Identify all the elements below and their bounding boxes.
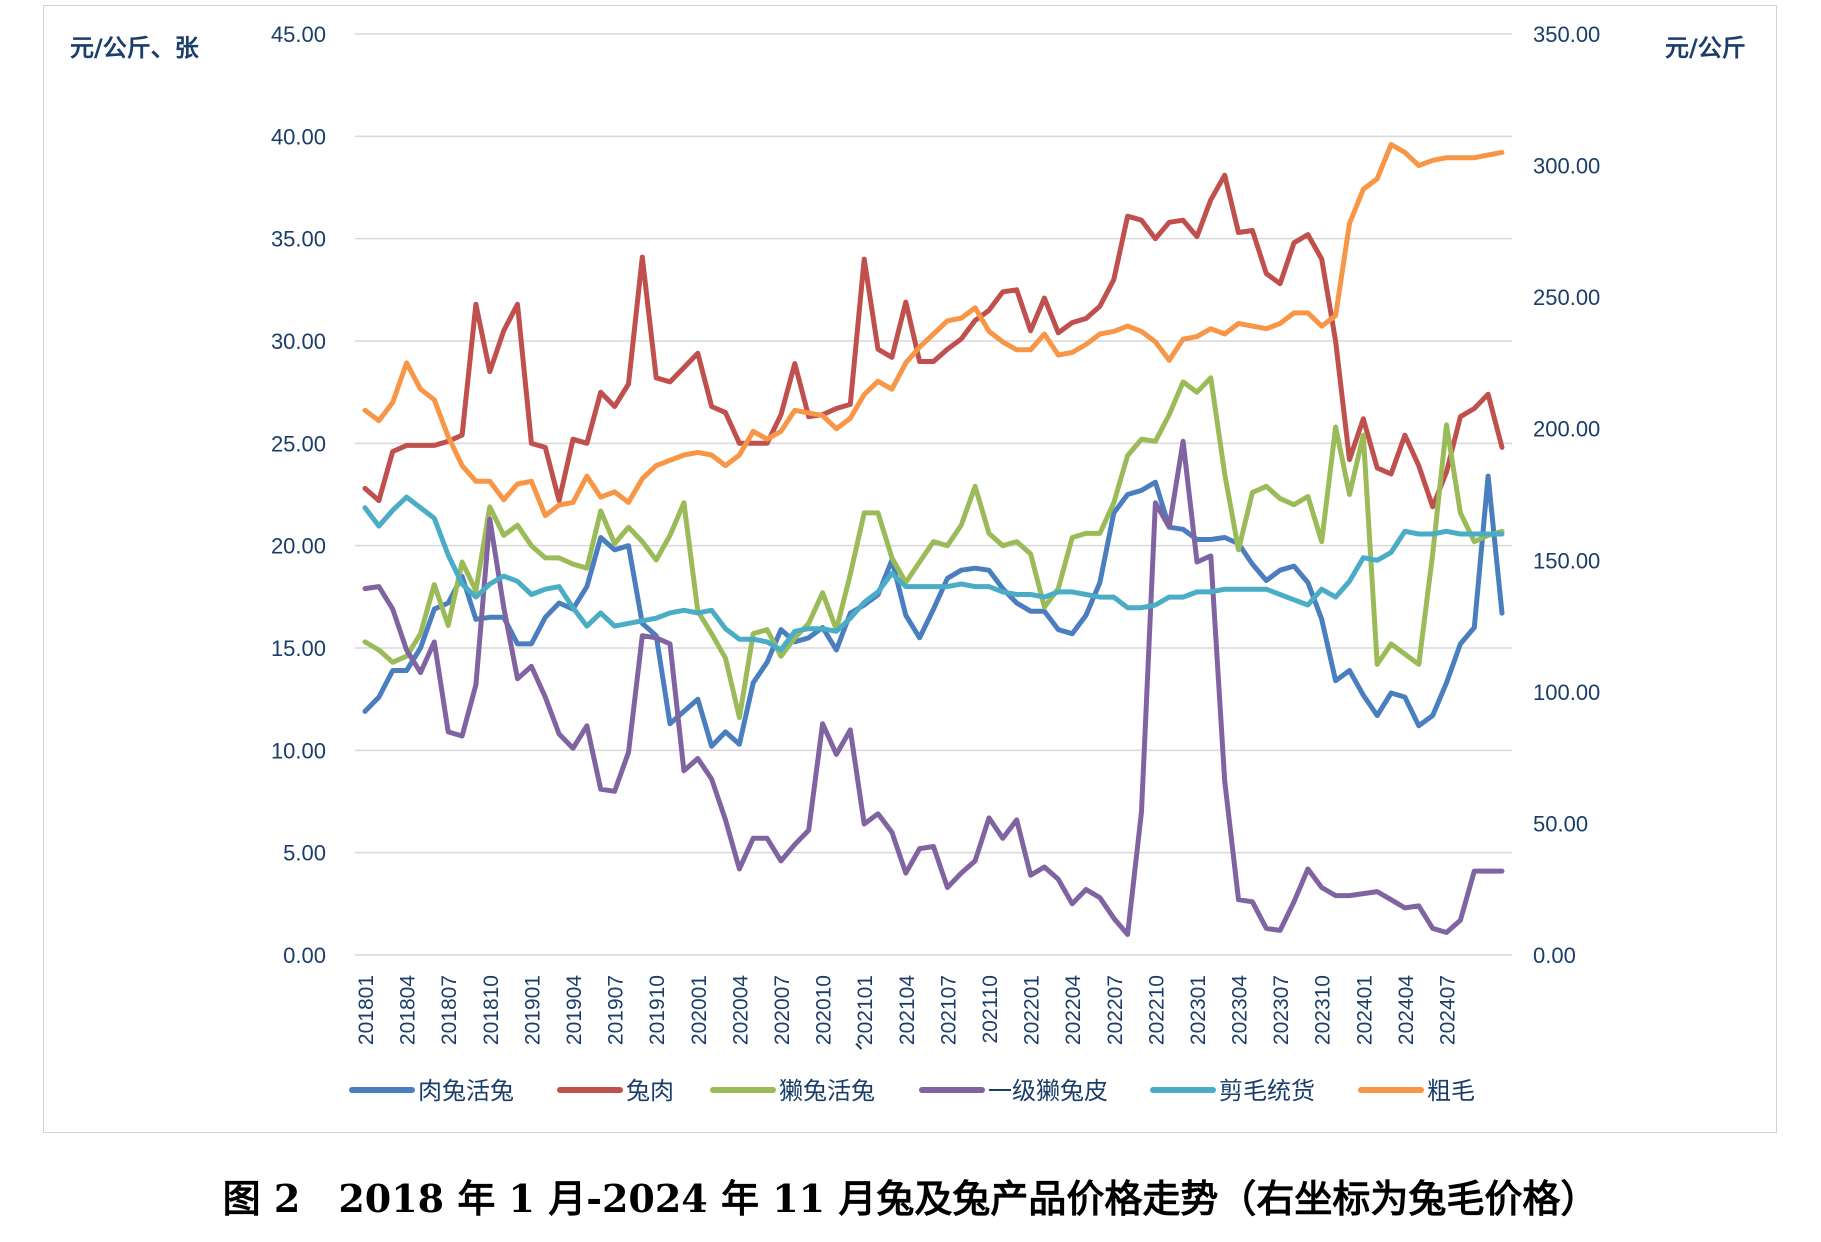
y-right-tick-label: 0.00 <box>1533 943 1576 968</box>
x-tick-label: 202310 <box>1312 975 1335 1045</box>
x-tick-label: 202101 <box>854 975 877 1045</box>
series-lines <box>362 142 1505 937</box>
y-left-tick-label: 40.00 <box>271 124 326 149</box>
y-right-tick-label: 250.00 <box>1533 285 1600 310</box>
legend-label: 剪毛统货 <box>1219 1077 1315 1105</box>
left-axis-unit-label: 元/公斤、张 <box>70 34 200 62</box>
x-tick-label: 202407 <box>1437 975 1460 1045</box>
y-right-tick-label: 50.00 <box>1533 811 1588 836</box>
x-tick-label: 202010 <box>813 975 836 1045</box>
y-left-tick-label: 5.00 <box>283 841 326 866</box>
x-tick-label: 202304 <box>1229 975 1252 1045</box>
x-tick-label: 201804 <box>397 975 420 1045</box>
y-right-tick-label: 200.00 <box>1533 417 1600 442</box>
x-tick-label: 202301 <box>1187 975 1210 1045</box>
x-tick-label: 202001 <box>688 975 711 1045</box>
x-tick-label: 202307 <box>1270 975 1293 1045</box>
y-left-tick-label: 25.00 <box>271 431 326 456</box>
legend-label: 粗毛 <box>1427 1077 1475 1105</box>
series-line-0 <box>362 473 1505 749</box>
x-tick-label: 201910 <box>646 975 669 1045</box>
x-tick-label: 202207 <box>1104 975 1127 1045</box>
x-tick-label: 201801 <box>355 975 378 1045</box>
x-tick-label: 202004 <box>729 975 752 1045</box>
gridlines <box>355 33 1512 956</box>
right-axis-unit-label: 元/公斤 <box>1665 34 1746 62</box>
x-tick-label: 201907 <box>605 975 628 1045</box>
x-tick-label: 201901 <box>521 975 544 1045</box>
x-tick-label: 201904 <box>563 975 586 1045</box>
y-left-tick-label: 35.00 <box>271 227 326 252</box>
y-right-tick-label: 100.00 <box>1533 680 1600 705</box>
stray-punctuation-mark: 、 <box>854 1026 878 1054</box>
y-right-tick-label: 350.00 <box>1533 22 1600 47</box>
y-right-tick-label: 150.00 <box>1533 548 1600 573</box>
legend-label: 兔肉 <box>626 1077 674 1105</box>
x-tick-label: 202007 <box>771 975 794 1045</box>
y-left-tick-label: 10.00 <box>271 738 326 763</box>
x-tick-label: 202107 <box>937 975 960 1045</box>
axes: 0.00 5.00 10.00 15.00 20.00 25.00 30.00 35.00 40… <box>271 22 1600 1045</box>
figure-caption: 图 2 2018 年 1 月-2024 年 11 月兔及兔产品价格走势（右坐标为… <box>222 1176 1599 1221</box>
y-left-tick-label: 15.00 <box>271 636 326 661</box>
y-left-tick-label: 45.00 <box>271 22 326 47</box>
y-left-tick-label: 0.00 <box>283 943 326 968</box>
series-line-1 <box>362 172 1505 510</box>
x-tick-label: 202110 <box>979 975 1002 1044</box>
y-right-tick-label: 300.00 <box>1533 154 1600 179</box>
series-line-4 <box>362 494 1505 653</box>
x-tick-label: 202401 <box>1353 975 1376 1045</box>
y-left-tick-label: 30.00 <box>271 329 326 354</box>
series-line-2 <box>362 375 1505 721</box>
x-tick-label: 201810 <box>480 975 503 1045</box>
legend-label: 一级獭兔皮 <box>988 1077 1108 1105</box>
series-line-5 <box>362 142 1505 519</box>
x-tick-label: 201807 <box>438 975 461 1045</box>
x-tick-label: 202104 <box>896 975 919 1045</box>
legend-label: 肉兔活兔 <box>418 1077 514 1105</box>
chart-frame <box>43 5 1777 1133</box>
x-tick-label: 202201 <box>1021 975 1044 1045</box>
y-left-tick-label: 20.00 <box>271 534 326 559</box>
x-tick-label: 202210 <box>1145 975 1168 1045</box>
x-tick-label: 202404 <box>1395 975 1418 1045</box>
legend-label: 獭兔活兔 <box>779 1077 875 1105</box>
x-tick-label: 202204 <box>1062 975 1085 1045</box>
legend: 肉兔活兔 兔肉 獭兔活兔 一级獭兔皮 剪毛统货 粗毛 <box>349 1077 1475 1105</box>
series-line-3 <box>362 438 1505 937</box>
